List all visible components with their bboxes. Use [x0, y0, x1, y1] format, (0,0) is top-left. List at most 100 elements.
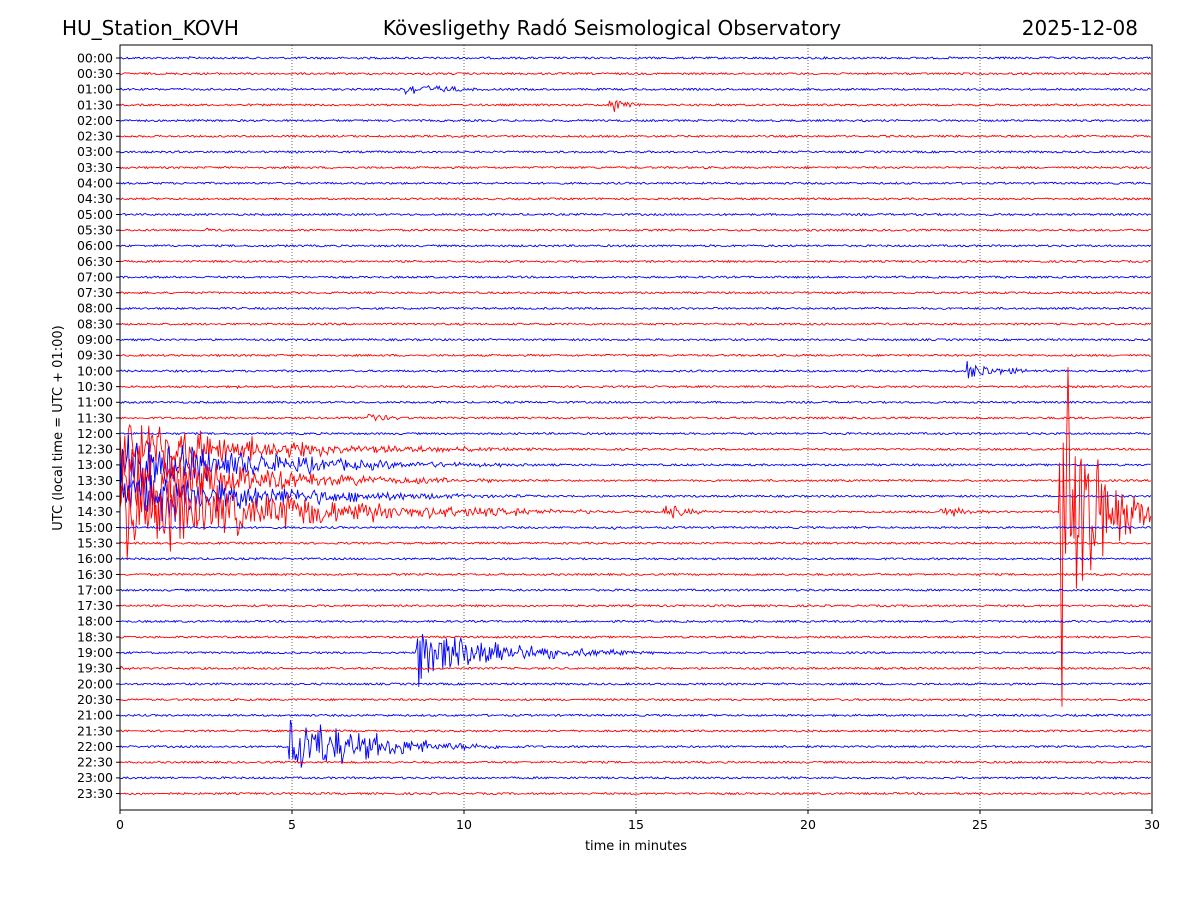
x-tick-label: 0 — [116, 817, 124, 832]
y-tick-label: 16:00 — [77, 551, 113, 566]
x-tick-label: 25 — [972, 817, 988, 832]
trace-row-1200 — [120, 431, 1151, 436]
y-tick-label: 05:00 — [77, 207, 113, 222]
y-tick-label: 21:00 — [77, 708, 113, 723]
trace-row-0500 — [120, 212, 1152, 217]
y-tick-label: 20:00 — [77, 676, 113, 691]
y-tick-label: 12:00 — [77, 426, 113, 441]
trace-row-2300 — [120, 776, 1151, 780]
trace-row-2100 — [120, 713, 1152, 718]
trace-row-0630 — [120, 259, 1151, 264]
trace-row-0430 — [120, 197, 1152, 201]
trace-row-2200 — [120, 719, 1151, 768]
trace-row-2130 — [120, 729, 1152, 733]
y-tick-label: 06:30 — [77, 254, 113, 269]
trace-row-0900 — [120, 337, 1152, 342]
trace-row-0800 — [120, 306, 1151, 311]
trace-row-1100 — [120, 400, 1152, 405]
trace-row-1000 — [120, 361, 1151, 379]
trace-row-1230 — [120, 424, 1151, 484]
y-tick-label: 10:00 — [77, 363, 113, 378]
y-tick-label: 23:30 — [77, 786, 113, 801]
trace-row-1700 — [120, 588, 1152, 592]
trace-row-0400 — [120, 181, 1152, 185]
y-tick-label: 11:00 — [77, 395, 113, 410]
x-axis-label: time in minutes — [585, 839, 687, 854]
y-tick-label: 15:30 — [77, 535, 113, 550]
y-tick-label: 13:30 — [77, 473, 113, 488]
x-tick-label: 15 — [628, 817, 644, 832]
x-tick-label: 10 — [456, 817, 472, 832]
trace-row-1330 — [120, 449, 1152, 510]
trace-row-1400 — [120, 468, 1152, 522]
trace-row-2000 — [120, 682, 1151, 686]
trace-row-0830 — [120, 322, 1152, 326]
y-tick-label: 08:00 — [77, 301, 113, 316]
y-axis-label: UTC (local time = UTC + 01:00) — [51, 325, 66, 530]
y-tick-label: 19:00 — [77, 645, 113, 660]
trace-row-1730 — [120, 603, 1152, 608]
y-tick-label: 19:30 — [77, 661, 113, 676]
y-tick-label: 09:00 — [77, 332, 113, 347]
y-tick-label: 18:30 — [77, 629, 113, 644]
trace-row-2030 — [120, 697, 1151, 702]
trace-row-1430 — [120, 367, 1152, 707]
trace-row-0730 — [120, 290, 1152, 295]
y-tick-label: 08:30 — [77, 316, 113, 331]
station-name: HU_Station_KOVH — [62, 16, 239, 40]
trace-row-1930 — [120, 665, 1151, 671]
trace-row-0300 — [120, 150, 1151, 154]
y-tick-label: 09:30 — [77, 348, 113, 363]
trace-row-0700 — [120, 275, 1152, 279]
y-tick-label: 07:00 — [77, 269, 113, 284]
y-tick-label: 07:30 — [77, 285, 113, 300]
y-tick-label: 01:00 — [77, 82, 113, 97]
trace-row-1130 — [120, 413, 1151, 422]
trace-row-2230 — [120, 760, 1152, 765]
trace-row-1900 — [120, 634, 1152, 687]
y-tick-label: 00:30 — [77, 66, 113, 81]
x-tick-label: 20 — [800, 817, 816, 832]
y-tick-label: 22:00 — [77, 739, 113, 754]
trace-row-2330 — [120, 791, 1152, 796]
trace-row-0130 — [120, 99, 1151, 112]
y-tick-label: 14:30 — [77, 504, 113, 519]
trace-row-1600 — [120, 556, 1152, 561]
y-tick-label: 04:00 — [77, 176, 113, 191]
trace-row-1630 — [120, 572, 1152, 577]
y-tick-label: 17:00 — [77, 582, 113, 597]
trace-row-1030 — [120, 384, 1152, 390]
trace-row-0100 — [120, 84, 1152, 96]
trace-row-1500 — [120, 525, 1152, 530]
chart-title: Kövesligethy Radó Seismological Observat… — [383, 16, 841, 40]
y-tick-label: 15:00 — [77, 520, 113, 535]
y-tick-label: 05:30 — [77, 222, 113, 237]
x-tick-label: 5 — [288, 817, 296, 832]
y-tick-label: 20:30 — [77, 692, 113, 707]
seismic-traces — [120, 55, 1152, 796]
trace-row-0230 — [120, 134, 1152, 139]
x-tick-label: 30 — [1144, 817, 1160, 832]
x-axis-ticks: 0 5 10 15 20 25 30 — [116, 810, 1160, 832]
y-tick-label: 06:00 — [77, 238, 113, 253]
trace-row-0600 — [120, 244, 1152, 248]
y-tick-label: 22:30 — [77, 755, 113, 770]
y-tick-label: 23:00 — [77, 770, 113, 785]
y-tick-label: 03:00 — [77, 144, 113, 159]
y-tick-label: 13:00 — [77, 457, 113, 472]
y-tick-label: 02:30 — [77, 129, 113, 144]
grid-lines — [291, 45, 981, 810]
chart-date: 2025-12-08 — [1022, 16, 1138, 40]
y-tick-label: 01:30 — [77, 97, 113, 112]
trace-row-1800 — [120, 619, 1152, 624]
y-tick-label: 02:00 — [77, 113, 113, 128]
trace-row-0200 — [120, 118, 1151, 123]
y-tick-label: 00:00 — [77, 50, 113, 65]
y-tick-label: 21:30 — [77, 723, 113, 738]
trace-row-1530 — [120, 541, 1152, 545]
y-tick-label: 12:30 — [77, 442, 113, 457]
y-tick-label: 18:00 — [77, 614, 113, 629]
y-tick-label: 11:30 — [77, 410, 113, 425]
trace-row-0030 — [120, 71, 1152, 76]
